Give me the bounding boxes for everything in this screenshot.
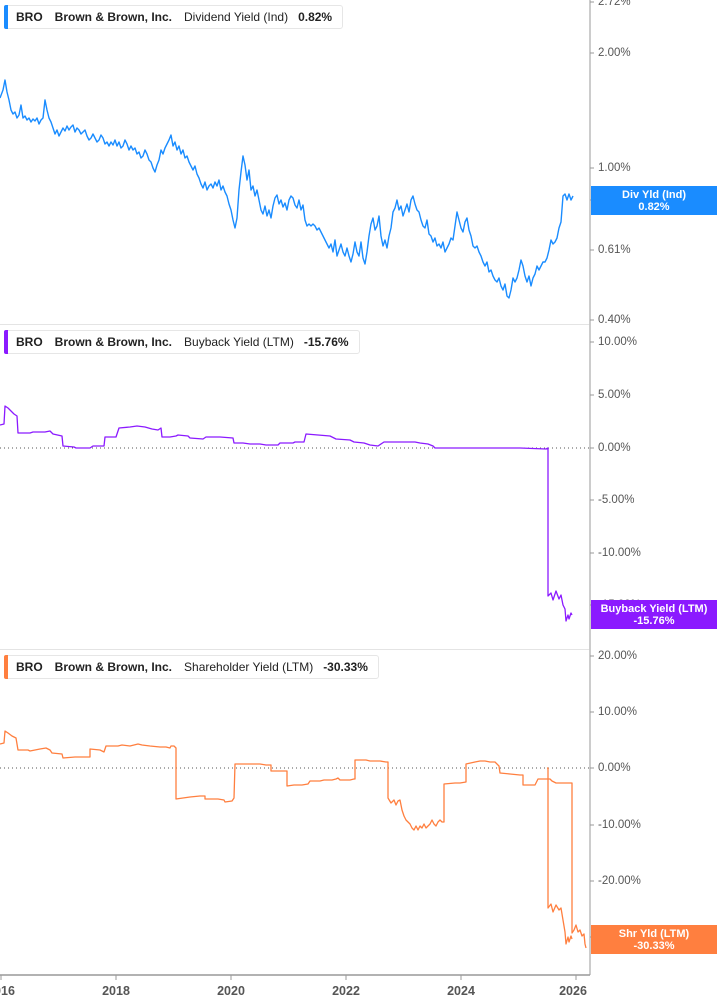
legend-metric: Shareholder Yield (LTM) (184, 660, 314, 674)
x-tick: 2026 (559, 984, 587, 998)
flag-label: Div Yld (Ind) (622, 189, 686, 201)
y-tick: -5.00% (598, 494, 635, 506)
y-tick: -10.00% (598, 819, 641, 831)
y-tick: 10.00% (598, 706, 638, 718)
legend-ticker: BRO (16, 660, 43, 674)
x-tick: 2018 (102, 984, 130, 998)
legend-company: Brown & Brown, Inc. (54, 335, 173, 349)
legend-value: -30.33% (323, 660, 368, 674)
flag-value: 0.82% (638, 201, 670, 213)
legend-company: Brown & Brown, Inc. (54, 10, 173, 24)
y-tick: 0.00% (598, 762, 631, 774)
flag-label: Shr Yld (LTM) (618, 928, 690, 940)
legend-value: 0.82% (298, 10, 333, 24)
shareholder-yield-swatch (4, 655, 8, 679)
y-tick: -20.00% (598, 875, 641, 887)
buyback-yield-swatch (4, 330, 8, 354)
y-tick: 0.00% (598, 442, 631, 454)
y-tick: 1.00% (598, 162, 631, 174)
shareholder-yield-value-flag: Shr Yld (LTM) -30.33% (591, 925, 717, 954)
shareholder-yield-crash (547, 767, 573, 945)
dividend-yield-swatch (4, 5, 8, 29)
y-tick: 2.72% (598, 0, 631, 8)
y-tick: -10.00% (598, 547, 641, 559)
legend-metric: Buyback Yield (LTM) (184, 335, 294, 349)
dividend-yield-legend[interactable]: BRO Brown & Brown, Inc. Dividend Yield (… (4, 5, 344, 29)
flag-label: Buyback Yield (LTM) (600, 603, 708, 615)
y-tick: 20.00% (598, 650, 638, 662)
y-tick: 2.00% (598, 47, 631, 59)
flag-value: -15.76% (633, 615, 675, 627)
dividend-yield-line (0, 79, 574, 299)
buyback-yield-panel: BRO Brown & Brown, Inc. Buyback Yield (L… (0, 325, 717, 650)
x-tick: 2016 (0, 984, 15, 998)
y-tick: 5.00% (598, 389, 631, 401)
x-tick: 2020 (217, 984, 245, 998)
legend-company: Brown & Brown, Inc. (54, 660, 173, 674)
dividend-yield-value-flag: Div Yld (Ind) 0.82% (591, 186, 717, 215)
legend-ticker: BRO (16, 335, 43, 349)
y-tick: 10.00% (598, 336, 638, 348)
legend-value: -15.76% (303, 335, 349, 349)
x-tick: 2024 (447, 984, 475, 998)
shareholder-yield-legend[interactable]: BRO Brown & Brown, Inc. Shareholder Yiel… (4, 655, 379, 679)
buyback-yield-plot (0, 325, 594, 650)
buyback-yield-legend[interactable]: BRO Brown & Brown, Inc. Buyback Yield (L… (4, 330, 360, 354)
shareholder-yield-line (0, 730, 587, 949)
buyback-yield-line (0, 405, 573, 622)
legend-metric: Dividend Yield (Ind) (184, 10, 289, 24)
x-axis-ticks (0, 975, 577, 980)
flag-value: -30.33% (633, 940, 675, 952)
x-tick: 2022 (332, 984, 360, 998)
y-tick: 0.61% (598, 244, 631, 256)
dividend-yield-panel: BRO Brown & Brown, Inc. Dividend Yield (… (0, 0, 717, 326)
shareholder-yield-plot (0, 650, 594, 976)
shareholder-yield-panel: BRO Brown & Brown, Inc. Shareholder Yiel… (0, 650, 717, 980)
y-tick: 0.40% (598, 314, 631, 326)
buyback-yield-value-flag: Buyback Yield (LTM) -15.76% (591, 600, 717, 629)
legend-ticker: BRO (16, 10, 43, 24)
